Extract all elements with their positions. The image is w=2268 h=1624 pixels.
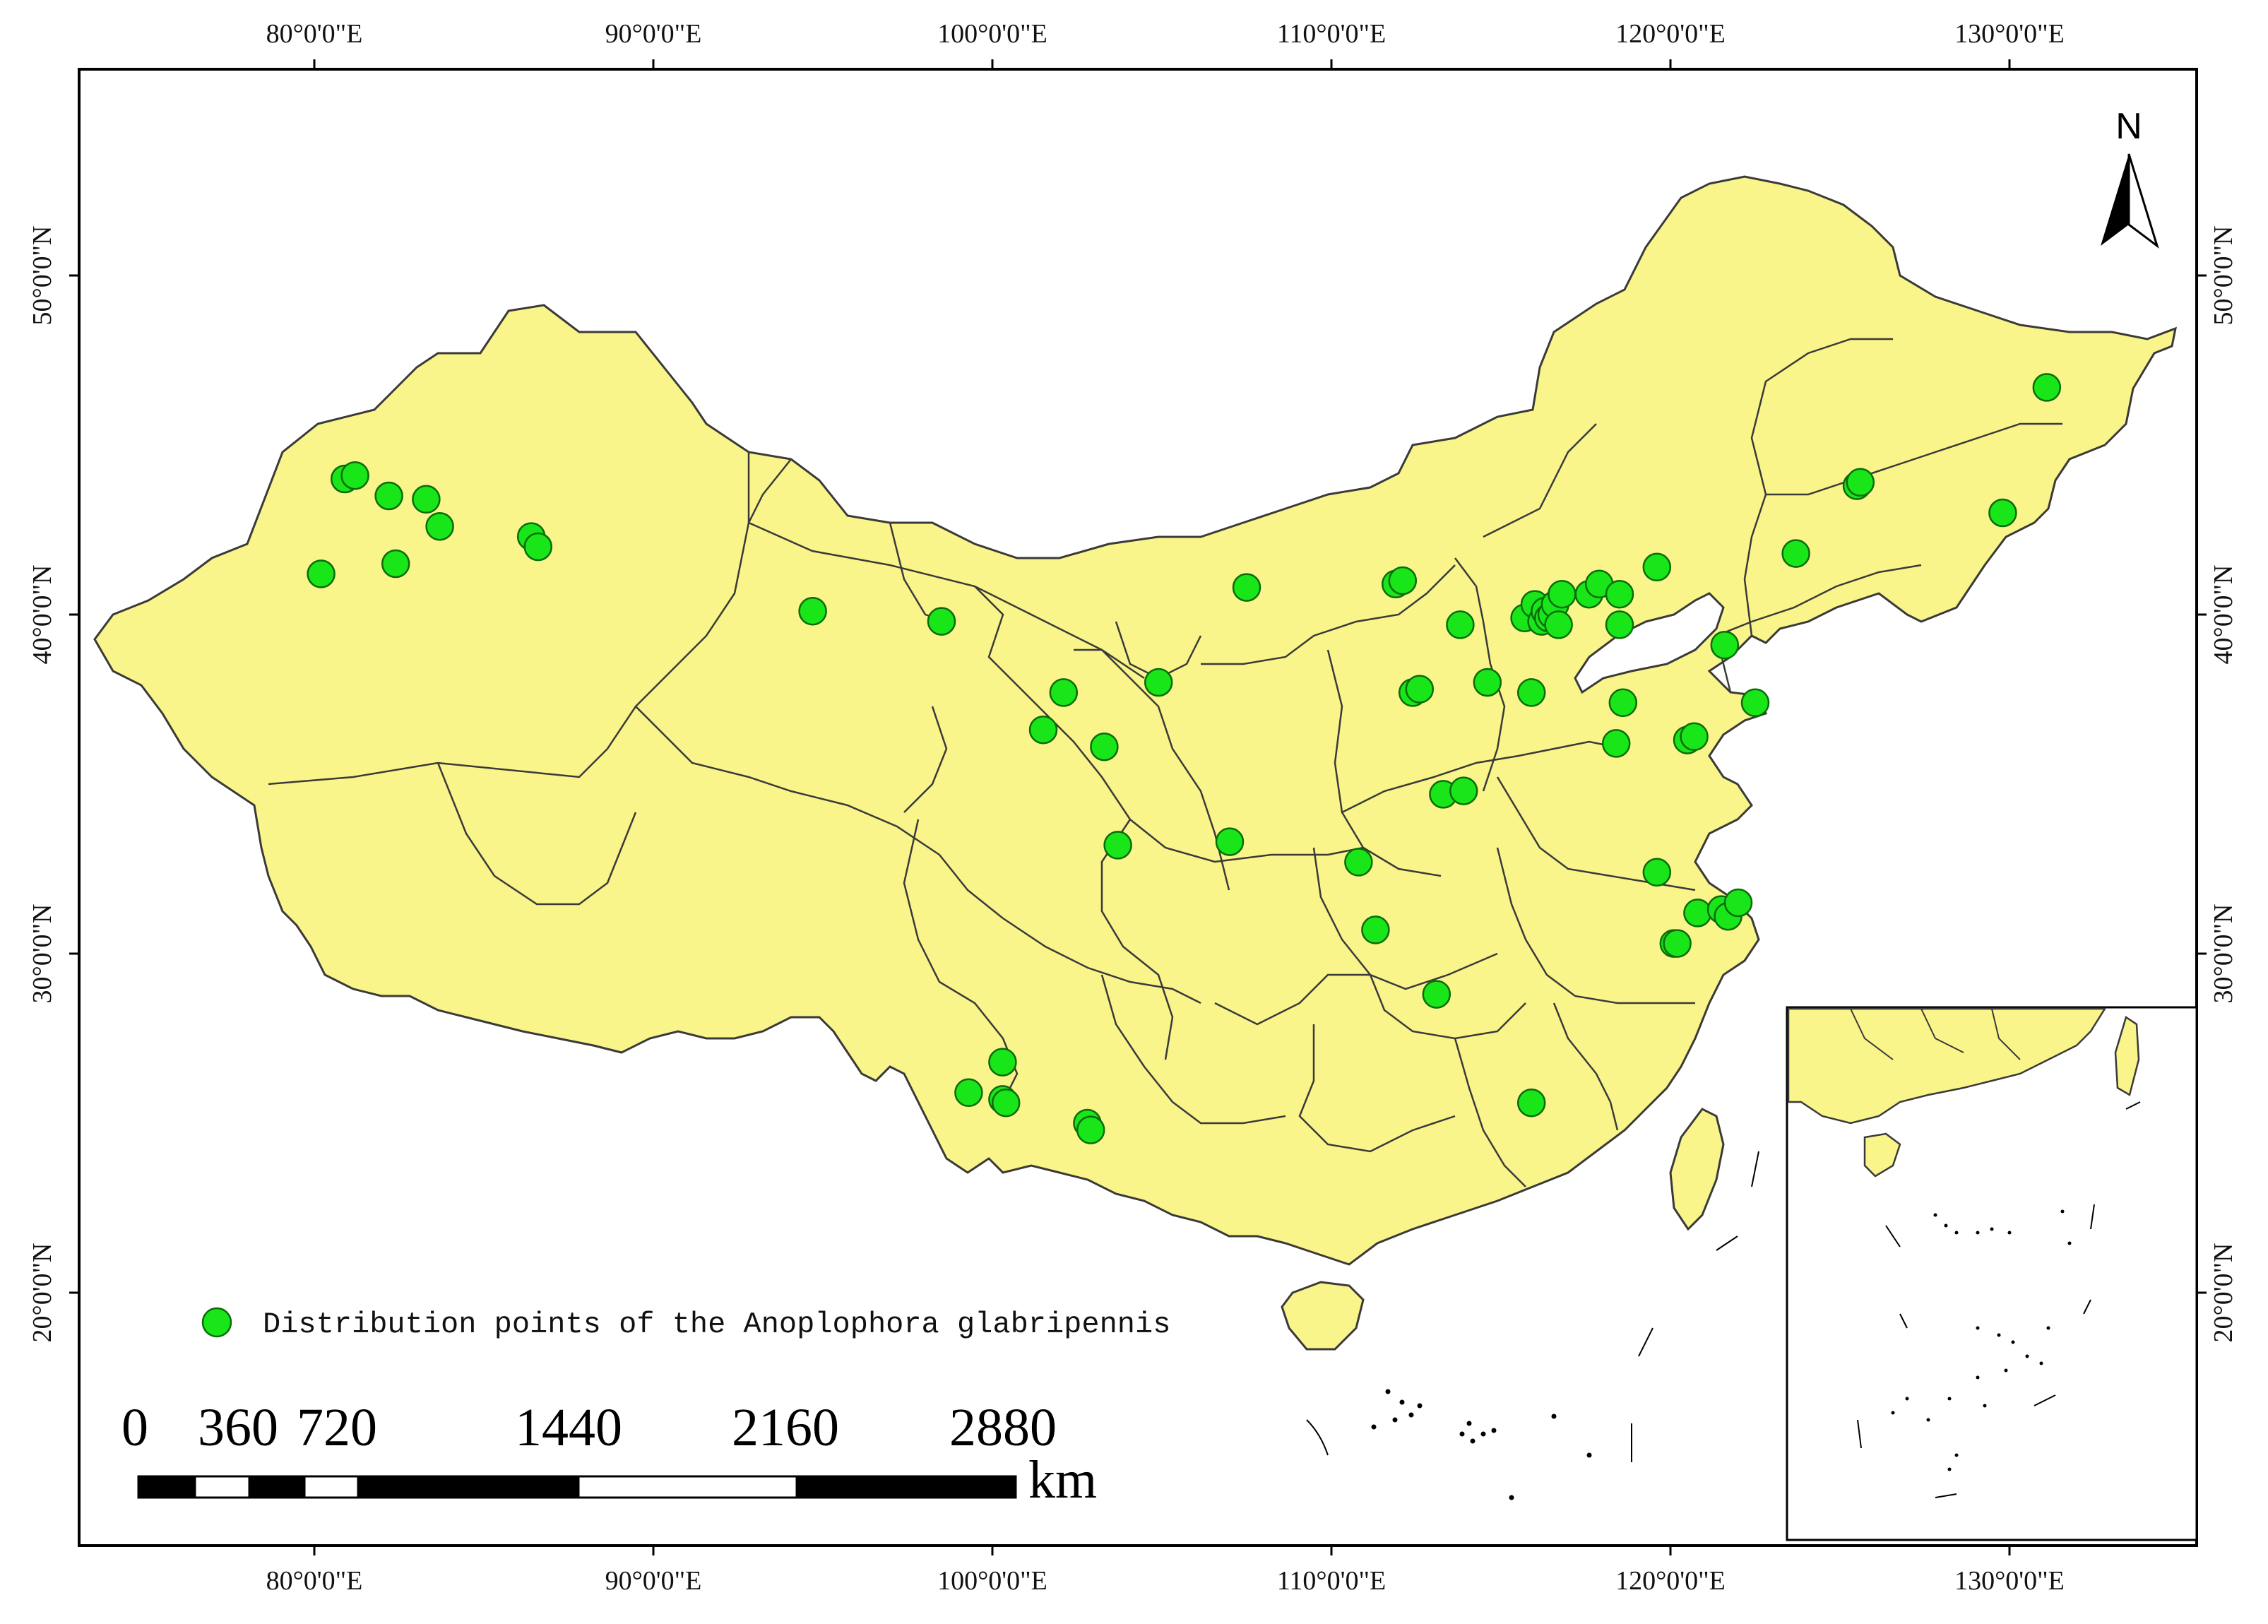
distribution-point [381,549,410,579]
distribution-point [1988,498,2017,528]
province-boundaries [268,338,2062,1187]
bottom-axis-label: 80°0'0"E [266,1566,363,1596]
bottom-axis-label: 120°0'0"E [1615,1566,1726,1596]
right-axis-label: 50°0'0"N [2209,226,2238,326]
south-sea-islands [1306,1151,1759,1500]
distribution-point [1846,468,1875,497]
bottom-axis-label: 110°0'0"E [1277,1566,1386,1596]
distribution-point [1449,776,1478,805]
north-arrow-label: N [2115,106,2142,147]
distribution-point [1544,610,1573,639]
scale-label-720: 720 [297,1398,377,1457]
taiwan-island [1669,1108,1725,1231]
bottom-axis-label: 90°0'0"E [605,1566,702,1596]
distribution-point [1723,888,1753,918]
right-axis-label: 20°0'0"N [2209,1243,2238,1343]
left-axis-label: 50°0'0"N [28,226,57,326]
distribution-point [425,511,454,541]
distribution-point [927,607,956,636]
distribution-point [1601,729,1631,758]
distribution-point [307,559,336,588]
distribution-point [1446,610,1475,639]
top-axis-label: 80°0'0"E [266,19,363,49]
distribution-point [1642,552,1672,582]
distribution-point [1516,1088,1546,1118]
bohai-sea [1574,592,1725,694]
distribution-point [1049,678,1079,707]
china-landmass [93,175,2178,1266]
bottom-axis: 80°0'0"E 90°0'0"E 100°0'0"E 110°0'0"E 120°0'… [266,1566,2065,1596]
scale-label-0: 0 [121,1398,148,1457]
distribution-point [1605,610,1634,639]
distribution-point [1605,579,1634,609]
bottom-axis-label: 130°0'0"E [1954,1566,2065,1596]
distribution-point [798,596,827,626]
distribution-point [1103,831,1132,860]
scale-label-2880: 2880 [949,1398,1057,1457]
distribution-points [307,373,2062,1144]
bottom-axis-label: 100°0'0"E [937,1566,1047,1596]
scale-label-1440: 1440 [515,1398,622,1457]
distribution-point [1608,688,1638,718]
distribution-point [1405,675,1435,704]
left-axis-label: 30°0'0"N [28,904,57,1004]
distribution-point [1781,539,1810,568]
distribution-point [991,1088,1021,1118]
distribution-point [1663,929,1692,958]
distribution-point [340,461,369,490]
distribution-point [1710,630,1740,660]
inset-map [1786,1006,2198,1541]
scale-unit: km [1028,1450,1097,1510]
legend: Distribution points of the Anoplophora g… [201,1307,1170,1341]
distribution-point [954,1078,983,1108]
distribution-point [1361,915,1390,944]
distribution-point [1548,579,1577,609]
distribution-point [1683,899,1712,927]
distribution-point [1680,722,1709,752]
scale-label-360: 360 [198,1398,278,1457]
top-axis-label: 130°0'0"E [1954,19,2065,49]
distribution-point [1090,732,1119,761]
right-axis: 50°0'0"N 40°0'0"N 30°0'0"N 20°0'0"N [2209,226,2238,1343]
legend-label: Distribution points of the Anoplophora g… [263,1308,1170,1341]
distribution-point [1215,827,1245,856]
scale-bar-segments [137,1475,1017,1499]
hainan-island [1281,1281,1365,1351]
right-axis-label: 30°0'0"N [2209,904,2238,1004]
north-arrow: N [2101,106,2159,249]
left-axis-label: 40°0'0"N [28,565,57,665]
north-arrow-icon [2101,154,2129,246]
legend-marker [201,1307,232,1338]
distribution-point [1028,715,1058,745]
right-axis-label: 40°0'0"N [2209,565,2238,665]
distribution-point [412,485,441,514]
distribution-point [523,532,553,562]
scale-bar: 0 360 720 1440 2160 2880 km [121,1398,1097,1510]
left-axis: 50°0'0"N 40°0'0"N 30°0'0"N 20°0'0"N [28,226,57,1343]
distribution-point [2032,373,2062,402]
distribution-point [1388,566,1418,595]
distribution-point [1473,668,1502,697]
frame-ticks [69,59,2207,1555]
top-axis-label: 110°0'0"E [1277,19,1386,49]
distribution-point [1740,688,1770,718]
scale-label-2160: 2160 [732,1398,839,1457]
distribution-point [374,481,403,511]
distribution-point [1144,668,1173,697]
top-axis: 80°0'0"E 90°0'0"E 100°0'0"E 110°0'0"E 120°0'… [266,19,2065,49]
top-axis-label: 90°0'0"E [605,19,702,49]
distribution-point [1422,980,1451,1009]
distribution-point [1516,678,1546,707]
distribution-point [1344,848,1373,877]
distribution-point [1232,573,1261,602]
top-axis-label: 120°0'0"E [1615,19,1726,49]
distribution-point [988,1048,1017,1077]
distribution-point [1642,858,1672,887]
distribution-point [1076,1115,1105,1144]
top-axis-label: 100°0'0"E [937,19,1047,49]
left-axis-label: 20°0'0"N [28,1243,57,1343]
